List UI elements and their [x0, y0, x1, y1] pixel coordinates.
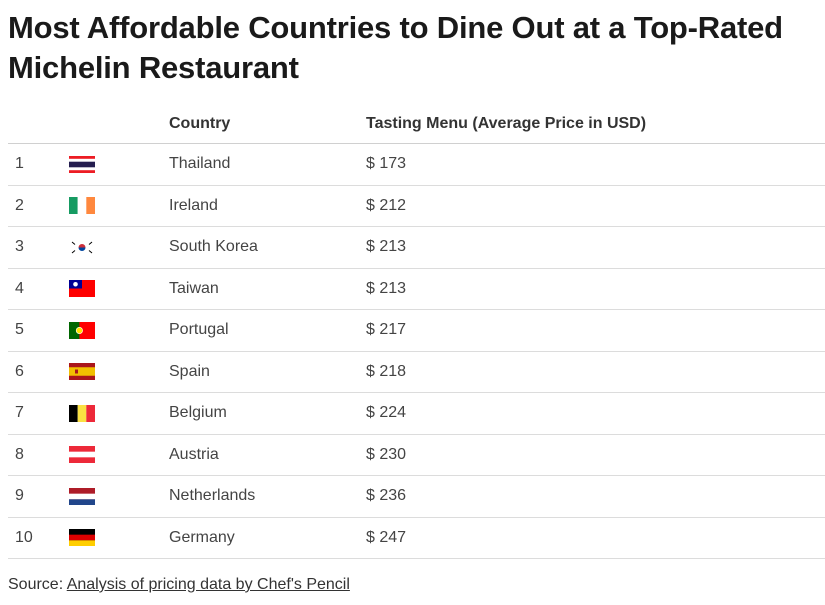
austria-flag-icon	[69, 446, 95, 464]
flag-cell	[61, 392, 169, 435]
rank-cell: 1	[8, 143, 61, 186]
price-cell: $ 213	[366, 268, 825, 310]
country-cell: South Korea	[169, 226, 366, 269]
table-row: 5 Portugal $ 217	[8, 309, 825, 352]
country-cell: Taiwan	[169, 268, 366, 310]
netherlands-flag-icon	[69, 487, 95, 505]
flag-cell	[61, 351, 169, 393]
price-cell: $ 212	[366, 185, 825, 227]
flag-cell	[61, 517, 169, 559]
rank-cell: 3	[8, 226, 61, 269]
country-cell: Portugal	[169, 309, 366, 352]
ranking-table: Country Tasting Menu (Average Price in U…	[8, 105, 825, 559]
table-header-row: Country Tasting Menu (Average Price in U…	[8, 105, 825, 144]
country-cell: Ireland	[169, 185, 366, 227]
rank-cell: 2	[8, 185, 61, 227]
table-row: 10 Germany $ 247	[8, 517, 825, 559]
table-row: 4 Taiwan $ 213	[8, 268, 825, 310]
country-cell: Germany	[169, 517, 366, 559]
rank-cell: 6	[8, 351, 61, 393]
rank-cell: 4	[8, 268, 61, 310]
rank-cell: 5	[8, 309, 61, 352]
table-row: 9 Netherlands $ 236	[8, 475, 825, 518]
country-header: Country	[169, 105, 366, 144]
table-row: 1 Thailand $ 173	[8, 143, 825, 186]
thailand-flag-icon	[69, 155, 95, 173]
source-note: Source: Analysis of pricing data by Chef…	[8, 576, 350, 594]
price-cell: $ 224	[366, 392, 825, 435]
price-cell: $ 213	[366, 226, 825, 269]
rank-cell: 7	[8, 392, 61, 435]
table-row: 7 Belgium $ 224	[8, 392, 825, 435]
flag-cell	[61, 309, 169, 352]
country-cell: Austria	[169, 434, 366, 476]
price-cell: $ 247	[366, 517, 825, 559]
country-cell: Belgium	[169, 392, 366, 435]
table-row: 3 South Korea $ 213	[8, 226, 825, 269]
flag-header	[61, 105, 169, 144]
rank-header	[8, 105, 61, 144]
chart-title: Most Affordable Countries to Dine Out at…	[8, 10, 783, 85]
flag-cell	[61, 226, 169, 269]
flag-cell	[61, 475, 169, 518]
price-header: Tasting Menu (Average Price in USD)	[366, 105, 825, 144]
price-cell: $ 217	[366, 309, 825, 352]
table-row: 2 Ireland $ 212	[8, 185, 825, 227]
country-cell: Spain	[169, 351, 366, 393]
ireland-flag-icon	[69, 197, 95, 215]
flag-cell	[61, 185, 169, 227]
spain-flag-icon	[69, 363, 95, 381]
belgium-flag-icon	[69, 404, 95, 422]
source-link[interactable]: Analysis of pricing data by Chef's Penci…	[66, 576, 350, 593]
rank-cell: 9	[8, 475, 61, 518]
price-cell: $ 236	[366, 475, 825, 518]
flag-cell	[61, 268, 169, 310]
price-cell: $ 230	[366, 434, 825, 476]
price-cell: $ 218	[366, 351, 825, 393]
table-row: 8 Austria $ 230	[8, 434, 825, 476]
germany-flag-icon	[69, 529, 95, 547]
flag-cell	[61, 143, 169, 186]
portugal-flag-icon	[69, 321, 95, 339]
table-row: 6 Spain $ 218	[8, 351, 825, 393]
taiwan-flag-icon	[69, 280, 95, 298]
south-korea-flag-icon	[69, 238, 95, 256]
rank-cell: 10	[8, 517, 61, 559]
country-cell: Thailand	[169, 143, 366, 186]
flag-cell	[61, 434, 169, 476]
price-cell: $ 173	[366, 143, 825, 186]
source-label: Source:	[8, 576, 64, 593]
rank-cell: 8	[8, 434, 61, 476]
country-cell: Netherlands	[169, 475, 366, 518]
